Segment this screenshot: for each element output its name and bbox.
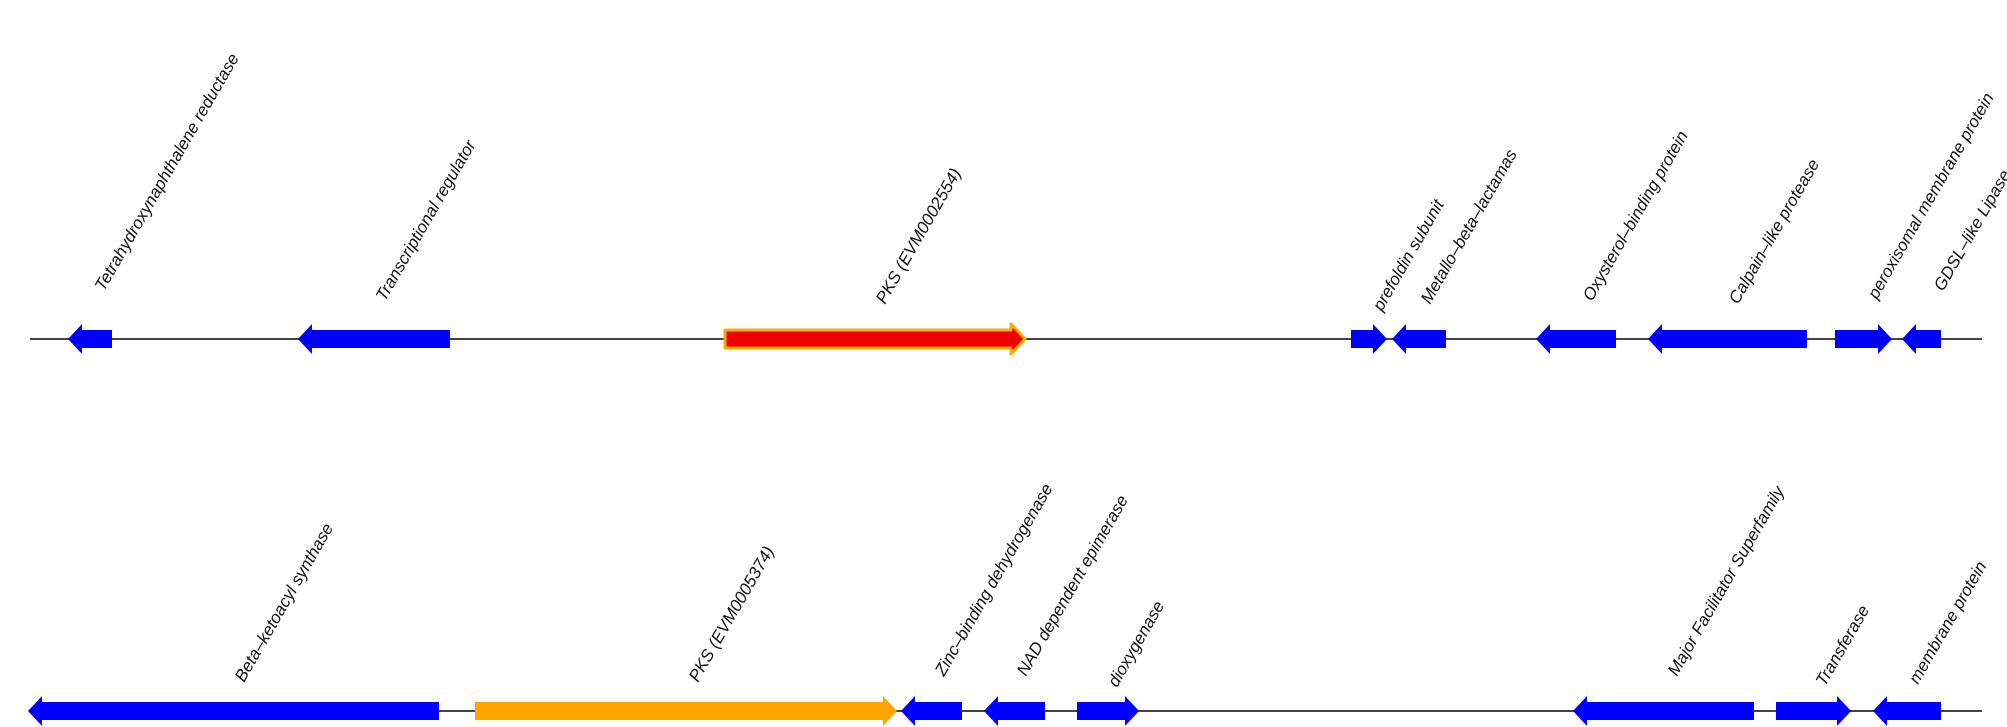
cluster-2-gene-arrow bbox=[1573, 696, 1754, 726]
cluster-2-gene-arrow bbox=[28, 696, 439, 726]
cluster-2-gene-arrow bbox=[1873, 696, 1941, 726]
cluster-1-gene-arrow bbox=[1351, 324, 1387, 354]
cluster-2-gene-label: Beta–ketoacyl synthase bbox=[231, 520, 337, 685]
cluster-1-gene-label: Oxysterol–binding protein bbox=[1579, 128, 1692, 304]
cluster-2-gene-arrow bbox=[984, 696, 1045, 726]
cluster-1-gene-label: Transcriptional regulator bbox=[372, 136, 480, 304]
cluster-1-gene-arrow bbox=[1392, 324, 1446, 354]
cluster-2-gene-arrow bbox=[1077, 696, 1139, 726]
cluster-1-gene-label: Tetrahydroxynaphthalene reductase bbox=[91, 50, 243, 294]
cluster-1-gene-label: PKS (EVM0002554) bbox=[872, 165, 965, 307]
cluster-1-gene-arrow bbox=[68, 324, 112, 354]
cluster-2-gene-arrow bbox=[475, 696, 897, 726]
cluster-2-gene-arrow bbox=[901, 696, 962, 726]
cluster-2-gene-label: dioxygenase bbox=[1104, 598, 1168, 690]
cluster-1-gene-arrow bbox=[1536, 324, 1616, 354]
cluster-1-gene-arrow bbox=[1835, 324, 1892, 354]
cluster-1-genes: Tetrahydroxynaphthalene reductase Transcr… bbox=[68, 50, 2007, 356]
cluster-2-gene-arrow bbox=[1776, 696, 1851, 726]
cluster-1-gene-arrow bbox=[723, 322, 1027, 356]
cluster-2-gene-label: Major Facilitator Superfamily bbox=[1664, 482, 1789, 679]
cluster-1-gene-label: Calpain–like protease bbox=[1725, 156, 1823, 307]
cluster-2-gene-label: membrane protein bbox=[1905, 558, 1990, 687]
cluster-1-gene-label: peroxisomal membrane protein bbox=[1864, 90, 1998, 303]
cluster-2-gene-label: PKS (EVM0005374) bbox=[685, 543, 778, 685]
cluster-1-gene-arrow bbox=[1648, 324, 1807, 354]
cluster-2-gene-label: Transferase bbox=[1812, 602, 1873, 689]
cluster-2-genes: Beta–ketoacyl synthase PKS (EVM0005374) Zi… bbox=[28, 480, 1990, 726]
cluster-1-gene-arrow bbox=[298, 324, 450, 354]
cluster-1-gene-arrow bbox=[1902, 324, 1941, 354]
